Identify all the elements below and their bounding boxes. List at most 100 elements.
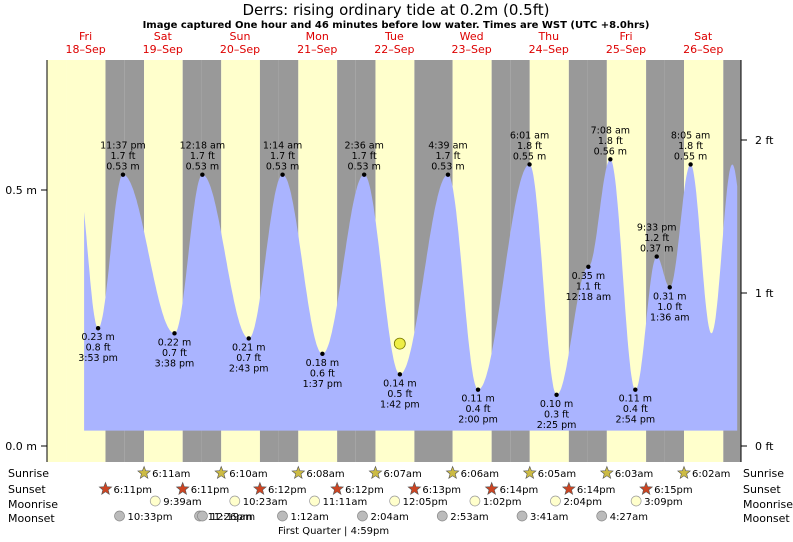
sunrise-time: 6:03am <box>615 469 653 480</box>
low-tide-label: 1:42 pm <box>380 399 420 410</box>
high-tide-label: 4:39 am <box>428 141 467 152</box>
high-tide-label: 0.37 m <box>640 244 673 255</box>
date-label: 19–Sep <box>143 43 183 56</box>
moonset-time: 10:33pm <box>128 512 173 523</box>
moonset-icon <box>596 510 608 522</box>
date-label: 25–Sep <box>606 43 646 56</box>
high-tide-label: 0.55 m <box>513 151 546 162</box>
moonset-time: 12:19am <box>210 512 255 523</box>
sunset-time: 6:14pm <box>577 485 616 496</box>
high-tide-label: 0.53 m <box>106 162 139 173</box>
low-tide-label: 0.14 m <box>383 378 416 389</box>
moonset-time: 3:41am <box>530 512 568 523</box>
right-tick-label: 1 ft <box>755 287 774 300</box>
low-tide-label: 2:43 pm <box>229 363 269 374</box>
moonrise-time: 9:39am <box>163 497 201 508</box>
high-tide-point <box>527 162 532 167</box>
sunset-time: 6:12pm <box>345 485 384 496</box>
left-tick-label: 0.0 m <box>5 440 37 453</box>
high-tide-label: 8:05 am <box>671 130 710 141</box>
high-tide-point <box>654 254 659 259</box>
high-tide-label: 0.53 m <box>186 162 219 173</box>
moonset-icon <box>114 510 125 522</box>
moonset-time: 2:53am <box>450 512 488 523</box>
date-label: 22–Sep <box>374 43 414 56</box>
high-tide-point <box>688 162 693 167</box>
sunrise-icon <box>677 465 691 479</box>
low-tide-label: 1:37 pm <box>303 379 343 390</box>
moonrise-icon <box>550 495 561 507</box>
date-label: 24–Sep <box>529 43 569 56</box>
sunset-icon <box>98 481 113 495</box>
moonrise-time: 1:02pm <box>483 497 522 508</box>
sunset-time: 6:15pm <box>654 485 693 496</box>
sunrise-row-label-left: Sunrise <box>8 467 49 480</box>
moonrise-time: 11:11am <box>323 497 368 508</box>
high-tide-label: 1.7 ft <box>110 151 135 162</box>
low-tide-label: 1.1 ft <box>576 281 601 292</box>
day-of-week-label: Fri <box>79 30 92 43</box>
day-of-week-label: Mon <box>306 30 329 43</box>
moonset-time: 11:26pm <box>208 512 253 523</box>
moonset-row-label-left: Moonset <box>8 512 55 525</box>
high-tide-label: 1.8 ft <box>517 141 542 152</box>
right-axis: 2 ft 1 ft 0 ft <box>740 60 774 462</box>
low-tide-point <box>246 336 251 341</box>
high-tide-point <box>445 172 451 177</box>
low-tide-label: 0.21 m <box>232 342 265 353</box>
sunrise-time: 6:05am <box>538 469 576 480</box>
sunrise-time: 6:11am <box>152 469 190 480</box>
sunrise-icon <box>522 465 537 479</box>
high-tide-label: 1.7 ft <box>190 151 215 162</box>
low-tide-point <box>172 331 177 336</box>
low-tide-label: 3:38 pm <box>155 358 195 369</box>
low-tide-label: 0.18 m <box>306 358 339 369</box>
low-tide-label: 2:54 pm <box>616 415 656 426</box>
moonset-time: 4:27am <box>610 512 648 523</box>
date-label: 18–Sep <box>65 43 105 56</box>
low-tide-point <box>320 351 325 357</box>
moonset-time: 1:12am <box>290 512 328 523</box>
high-tide-point <box>120 172 126 177</box>
moonset-icon <box>197 510 208 522</box>
sunrise-icon <box>137 465 152 479</box>
day-of-week-label: Sun <box>230 30 251 43</box>
moonrise-icon <box>309 495 320 507</box>
low-tide-label: 0.11 m <box>619 394 652 405</box>
moonset-icon <box>357 510 368 522</box>
high-tide-label: 1.2 ft <box>644 233 669 244</box>
sunrise-time: 6:10am <box>229 469 267 480</box>
low-tide-point <box>667 285 672 290</box>
moonset-icon <box>277 510 288 522</box>
high-tide-label: 1.8 ft <box>678 141 703 152</box>
moon-phase-label: First Quarter | 4:59pm <box>278 526 389 537</box>
day-of-week-label: Sat <box>154 30 173 43</box>
low-tide-label: 2:00 pm <box>458 415 498 426</box>
current-tide-marker <box>393 337 406 350</box>
sunset-icon <box>639 481 654 495</box>
high-tide-point <box>280 172 285 177</box>
moonrise-time: 3:09pm <box>644 497 683 508</box>
sunset-row-label-left: Sunset <box>8 483 46 496</box>
sunrise-icon <box>599 465 614 479</box>
sunrise-time: 6:08am <box>306 469 344 480</box>
low-tide-label: 0.22 m <box>158 337 191 348</box>
low-tide-label: 0.3 ft <box>544 409 569 420</box>
day-of-week-label: Tue <box>384 30 404 43</box>
high-tide-label: 11:37 pm <box>100 141 146 152</box>
sunrise-icon <box>291 465 306 479</box>
high-tide-label: 0.53 m <box>431 162 464 173</box>
high-tide-point <box>361 172 367 177</box>
high-tide-label: 7:08 am <box>591 125 630 136</box>
low-tide-label: 0.5 ft <box>387 389 412 400</box>
sunrise-time: 6:07am <box>383 469 421 480</box>
high-tide-label: 6:01 am <box>510 130 549 141</box>
moonrise-time: 10:23am <box>243 497 288 508</box>
low-tide-point <box>633 387 638 392</box>
low-tide-point <box>397 372 403 377</box>
low-tide-label: 1:36 am <box>650 312 689 323</box>
right-tick-label: 2 ft <box>755 134 774 147</box>
moonset-icon <box>516 510 528 522</box>
moonrise-row-label-right: Moonrise <box>743 498 793 511</box>
